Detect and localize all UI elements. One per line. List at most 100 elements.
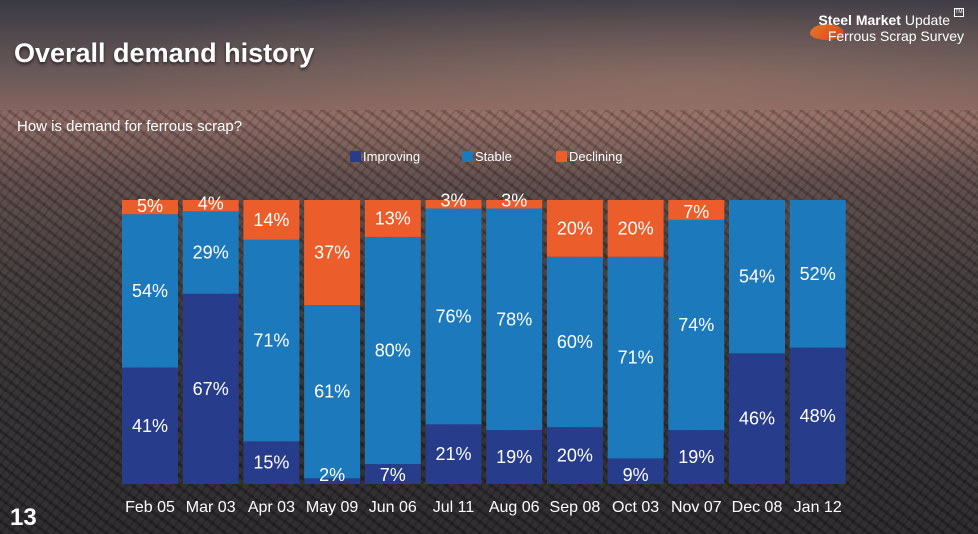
legend-label-improving: Improving xyxy=(363,149,420,164)
bar-declining xyxy=(486,200,543,209)
logo-swoosh-icon xyxy=(810,24,844,40)
bar-stable xyxy=(789,200,846,348)
bar-stable xyxy=(243,239,300,442)
bar-stable xyxy=(729,200,785,354)
bar-group-sep-08 xyxy=(546,200,603,484)
x-tick-label: Apr 03 xyxy=(248,499,295,516)
data-label-stable: 29% xyxy=(193,243,229,263)
bar-stable xyxy=(364,236,421,465)
bar-group-feb-05 xyxy=(122,200,178,484)
bar-stable xyxy=(546,256,603,428)
data-label-stable: 74% xyxy=(678,315,714,335)
x-tick-label: Sep 08 xyxy=(550,499,601,516)
bar-group-nov-07 xyxy=(668,200,725,484)
data-label-improving: 46% xyxy=(739,409,775,429)
bar-improving xyxy=(668,430,725,484)
bar-declining xyxy=(546,200,603,257)
data-label-stable: 52% xyxy=(800,264,836,284)
data-label-stable: 61% xyxy=(314,382,350,402)
bar-improving xyxy=(304,478,361,484)
bar-group-may-09 xyxy=(304,200,361,484)
data-label-stable: 76% xyxy=(435,306,471,326)
bar-declining xyxy=(425,200,482,209)
legend-swatch-declining xyxy=(556,151,567,162)
legend-label-declining: Declining xyxy=(569,149,622,164)
x-tick-label: Nov 07 xyxy=(671,499,722,516)
bar-improving xyxy=(364,464,421,484)
data-label-stable: 78% xyxy=(496,309,532,329)
bar-improving xyxy=(729,353,785,484)
bar-stable xyxy=(122,214,178,368)
bar-group-jan-12 xyxy=(789,200,846,484)
data-label-improving: 20% xyxy=(557,446,593,466)
bar-group-apr-03 xyxy=(243,200,300,484)
x-tick-label: Jun 06 xyxy=(369,499,417,516)
data-label-stable: 71% xyxy=(618,348,654,368)
data-label-declining: 7% xyxy=(683,202,709,222)
data-label-improving: 67% xyxy=(193,379,229,399)
data-label-improving: 2% xyxy=(319,465,345,485)
bar-improving xyxy=(122,367,178,484)
x-tick-label: Feb 05 xyxy=(125,499,175,516)
bar-improving xyxy=(425,424,482,484)
bar-improving xyxy=(486,430,543,484)
data-label-improving: 21% xyxy=(435,444,471,464)
data-label-declining: 3% xyxy=(501,191,527,211)
bar-declining xyxy=(122,200,178,215)
data-label-declining: 14% xyxy=(253,210,289,230)
bar-group-aug-06 xyxy=(486,200,543,484)
data-label-improving: 7% xyxy=(380,465,406,485)
bar-improving xyxy=(607,458,664,484)
data-label-declining: 4% xyxy=(198,193,224,213)
data-label-declining: 20% xyxy=(618,218,654,238)
x-tick-label: Mar 03 xyxy=(186,499,236,516)
data-label-improving: 19% xyxy=(496,447,532,467)
bar-group-oct-03 xyxy=(607,200,664,484)
x-tick-label: Dec 08 xyxy=(732,499,783,516)
logo-line-2: Ferrous Scrap Survey xyxy=(827,28,964,44)
data-label-declining: 13% xyxy=(375,208,411,228)
data-label-improving: 15% xyxy=(253,453,289,473)
x-tick-label: Jul 11 xyxy=(433,499,475,516)
data-label-declining: 3% xyxy=(440,191,466,211)
bar-declining xyxy=(607,200,664,257)
bar-improving xyxy=(546,427,603,484)
bar-group-jun-06 xyxy=(364,200,421,484)
bar-declining xyxy=(364,200,421,237)
data-label-stable: 71% xyxy=(253,331,289,351)
bar-declining xyxy=(243,200,300,240)
legend-item-improving: Improving xyxy=(350,149,420,164)
data-label-stable: 80% xyxy=(375,341,411,361)
bar-stable xyxy=(304,305,361,479)
data-label-stable: 60% xyxy=(557,332,593,352)
bar-stable xyxy=(182,211,239,294)
data-label-improving: 48% xyxy=(800,406,836,426)
data-label-declining: 20% xyxy=(557,218,593,238)
chart-question: How is demand for ferrous scrap? xyxy=(17,118,243,135)
x-tick-label: Aug 06 xyxy=(489,499,540,516)
bar-stable xyxy=(425,208,482,425)
bar-stable xyxy=(668,219,725,431)
bar-group-mar-03 xyxy=(182,200,239,484)
legend-swatch-stable xyxy=(462,151,473,162)
data-label-declining: 37% xyxy=(314,243,350,263)
bar-group-jul-11 xyxy=(425,200,482,484)
logo-brand-rest: Update xyxy=(904,12,950,28)
bar-stable xyxy=(607,256,664,459)
x-tick-label: May 09 xyxy=(306,499,359,516)
bar-stable xyxy=(486,208,543,431)
data-label-declining: 5% xyxy=(137,196,163,216)
page-number: 13 xyxy=(10,504,37,531)
logo-line-1: Steel Market Update xyxy=(818,12,950,28)
bar-improving xyxy=(182,293,239,484)
bar-declining xyxy=(304,200,361,306)
x-tick-label: Jan 12 xyxy=(794,499,842,516)
bar-declining xyxy=(668,200,725,220)
page-title: Overall demand history xyxy=(14,38,315,68)
data-label-stable: 54% xyxy=(739,267,775,287)
logo-brand-bold: Steel Market xyxy=(818,12,901,28)
brand-logo: Steel Market Update TM Ferrous Scrap Sur… xyxy=(764,8,964,44)
x-tick-label: Oct 03 xyxy=(612,499,659,516)
data-label-improving: 19% xyxy=(678,447,714,467)
